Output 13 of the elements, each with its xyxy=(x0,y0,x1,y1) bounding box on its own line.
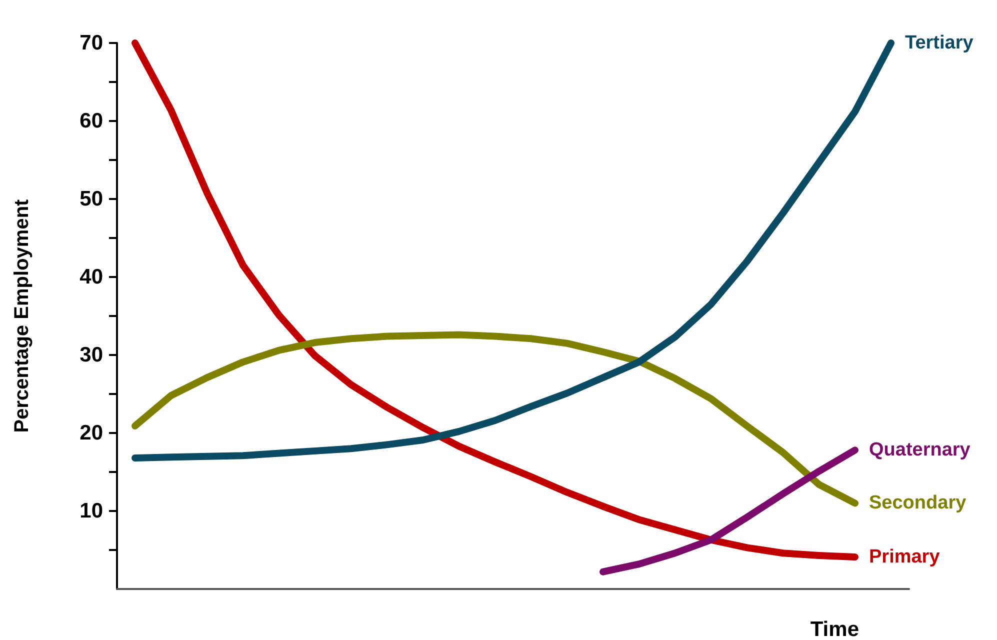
y-tick-label: 60 xyxy=(80,110,103,132)
series-label: Quaternary xyxy=(869,440,971,461)
y-tick-label: 20 xyxy=(80,422,103,444)
y-tick-label: 10 xyxy=(80,500,103,522)
y-tick-label: 70 xyxy=(80,32,103,54)
series-label: Secondary xyxy=(869,492,967,514)
y-axis-title: Percentage Employment xyxy=(11,198,33,433)
y-tick-label: 30 xyxy=(80,344,103,366)
y-tick-label: 50 xyxy=(80,188,103,210)
series-label: Primary xyxy=(869,546,940,568)
x-axis-title: Time xyxy=(810,618,859,640)
series-label: Tertiary xyxy=(905,32,974,54)
y-tick-label: 40 xyxy=(80,266,103,288)
